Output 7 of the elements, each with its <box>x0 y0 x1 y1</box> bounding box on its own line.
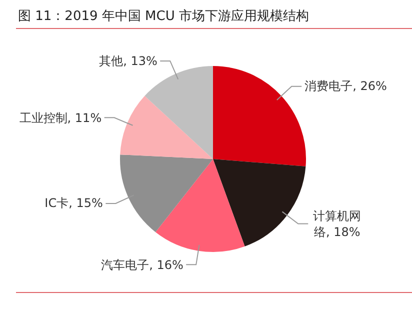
chart-title: 图 11：2019 年中国 MCU 市场下游应用规模结构 <box>18 8 309 25</box>
slice-label: 汽车电子, 16% <box>101 256 184 273</box>
slice-label: 其他, 13% <box>99 52 158 69</box>
slice-label: 计算机网络, 18% <box>312 208 362 240</box>
slice-label: 消费电子, 26% <box>304 78 387 94</box>
slice-label: 工业控制, 11% <box>19 110 102 126</box>
slice-label: IC卡, 15% <box>44 195 103 212</box>
